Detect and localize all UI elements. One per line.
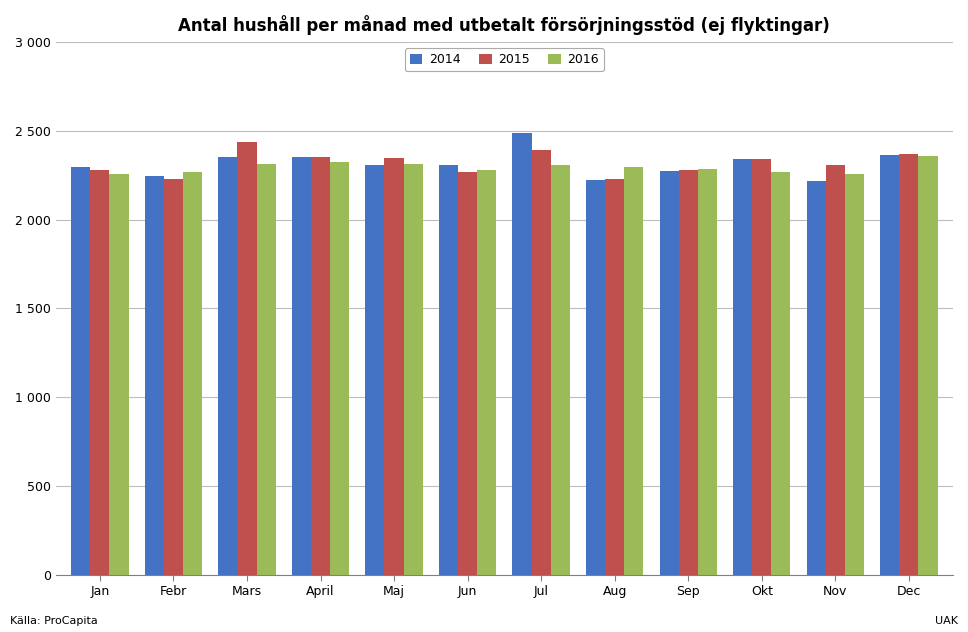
Bar [551, 164, 570, 574]
Bar [477, 170, 497, 574]
Bar [257, 164, 276, 574]
Bar [404, 164, 423, 574]
Bar [72, 167, 90, 574]
Bar [679, 170, 698, 574]
Bar [605, 179, 624, 574]
Bar [145, 176, 164, 574]
Bar [899, 154, 919, 574]
Bar [218, 157, 237, 574]
Bar [164, 179, 183, 574]
Bar [183, 172, 202, 574]
Bar [291, 157, 311, 574]
Title: Antal hushåll per månad med utbetalt försörjningsstöd (ej flyktingar): Antal hushåll per månad med utbetalt för… [178, 15, 831, 35]
Text: Källa: ProCapita: Källa: ProCapita [10, 616, 98, 626]
Bar [311, 157, 330, 574]
Bar [698, 169, 717, 574]
Bar [90, 170, 109, 574]
Bar [659, 171, 679, 574]
Legend: 2014, 2015, 2016: 2014, 2015, 2016 [405, 48, 604, 71]
Bar [439, 164, 458, 574]
Bar [458, 172, 477, 574]
Bar [384, 159, 404, 574]
Bar [586, 179, 605, 574]
Bar [806, 181, 826, 574]
Bar [512, 133, 531, 574]
Bar [880, 155, 899, 574]
Bar [624, 167, 644, 574]
Bar [365, 166, 384, 574]
Bar [237, 142, 257, 574]
Text: UAK: UAK [935, 616, 958, 626]
Bar [733, 159, 752, 574]
Bar [919, 155, 938, 574]
Bar [771, 172, 791, 574]
Bar [845, 174, 864, 574]
Bar [109, 174, 129, 574]
Bar [531, 150, 551, 574]
Bar [826, 166, 845, 574]
Bar [330, 162, 349, 574]
Bar [752, 159, 771, 574]
